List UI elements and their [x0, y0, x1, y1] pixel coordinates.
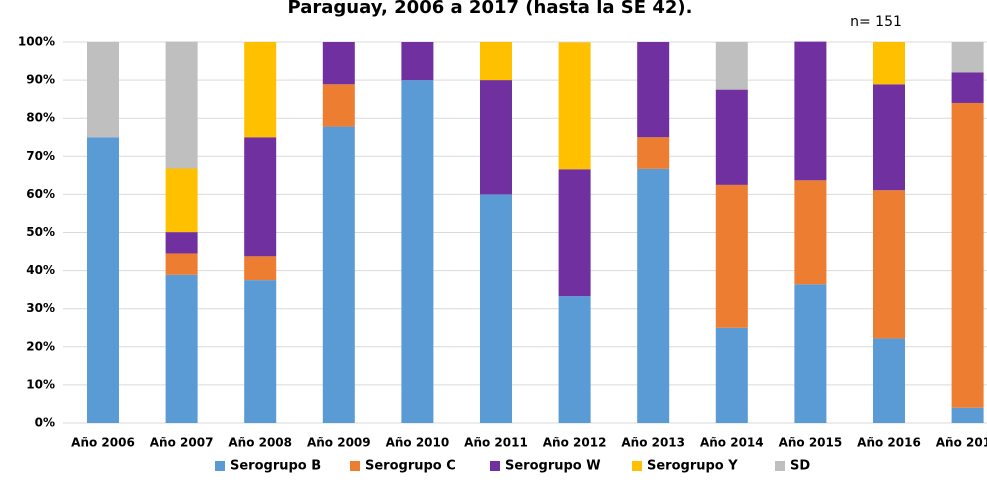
bar-segment [558, 169, 591, 297]
bar-segment [87, 137, 119, 423]
bar-segment [165, 232, 198, 254]
bar-segment [87, 42, 119, 138]
x-tick-label: Año 2010 [386, 436, 450, 450]
bar-segment [165, 168, 198, 233]
legend-swatch [350, 461, 360, 471]
bar-segment [244, 137, 277, 257]
bar-segment [637, 42, 670, 138]
bar-segment [715, 89, 748, 185]
annotation: n= 151 [850, 14, 902, 30]
y-tick-label: 50% [26, 225, 55, 239]
y-tick-label: 90% [26, 73, 55, 87]
bar-segment [401, 42, 434, 81]
bar-segment [951, 42, 984, 73]
x-tick-label: Año 2011 [464, 436, 528, 450]
bar-segment [873, 338, 905, 423]
bar-segment [715, 42, 748, 90]
legend-label: Serogrupo Y [647, 459, 738, 474]
legend-label: Serogrupo B [230, 459, 321, 474]
bar-segment [794, 180, 827, 285]
y-tick-label: 20% [26, 339, 55, 353]
bar-segment [244, 42, 277, 138]
y-tick-label: 30% [26, 301, 55, 315]
y-tick-label: 60% [26, 187, 55, 201]
bar-segment [637, 137, 670, 169]
legend-label: Serogrupo W [505, 459, 601, 474]
bar-segment [873, 42, 905, 85]
bar-segment [322, 84, 355, 127]
bar-segment [558, 296, 591, 423]
legend-label: SD [790, 459, 810, 474]
legend-swatch [215, 461, 225, 471]
chart-title: Paraguay, 2006 a 2017 (hasta la SE 42). [288, 0, 693, 18]
bar-segment [873, 84, 905, 191]
y-tick-label: 70% [26, 149, 55, 163]
bar-segment [637, 168, 670, 423]
x-tick-label: Año 2016 [857, 436, 921, 450]
bar-segment [480, 80, 512, 195]
x-tick-label: Año 2014 [700, 436, 764, 450]
bar-segment [244, 280, 277, 423]
legend-swatch [490, 461, 500, 471]
x-tick-label: Año 2017 [936, 436, 987, 450]
x-tick-label: Año 2007 [150, 436, 214, 450]
bar-segment [165, 41, 198, 169]
bar-segment [951, 72, 984, 103]
bar-segment [322, 126, 355, 423]
bar-segment [165, 253, 198, 275]
x-tick-label: Año 2008 [228, 436, 292, 450]
legend-label: Serogrupo C [365, 459, 456, 474]
bar-segment [480, 42, 512, 81]
x-tick-label: Año 2012 [543, 436, 607, 450]
bar-segment [244, 256, 277, 281]
y-tick-label: 100% [18, 35, 55, 49]
y-tick-label: 10% [26, 377, 55, 391]
bar-segment [951, 407, 984, 423]
bar-segment [401, 80, 434, 423]
bar-segment [480, 194, 512, 423]
x-tick-label: Año 2015 [779, 436, 843, 450]
y-tick-label: 0% [35, 416, 55, 430]
bar-segment [951, 102, 984, 408]
legend-swatch [632, 461, 642, 471]
bar-segment [715, 184, 748, 328]
bar-segment [715, 327, 748, 423]
x-tick-label: Año 2013 [621, 436, 685, 450]
bar-segment [322, 42, 355, 85]
bar-segment [558, 42, 591, 170]
bar-segment [873, 190, 905, 339]
bar-segment [794, 284, 827, 423]
bar-segment [165, 274, 198, 423]
bar-segment [794, 41, 827, 181]
y-tick-label: 40% [26, 263, 55, 277]
legend-swatch [775, 461, 785, 471]
x-tick-label: Año 2006 [71, 436, 135, 450]
x-tick-label: Año 2009 [307, 436, 371, 450]
y-tick-label: 80% [26, 111, 55, 125]
